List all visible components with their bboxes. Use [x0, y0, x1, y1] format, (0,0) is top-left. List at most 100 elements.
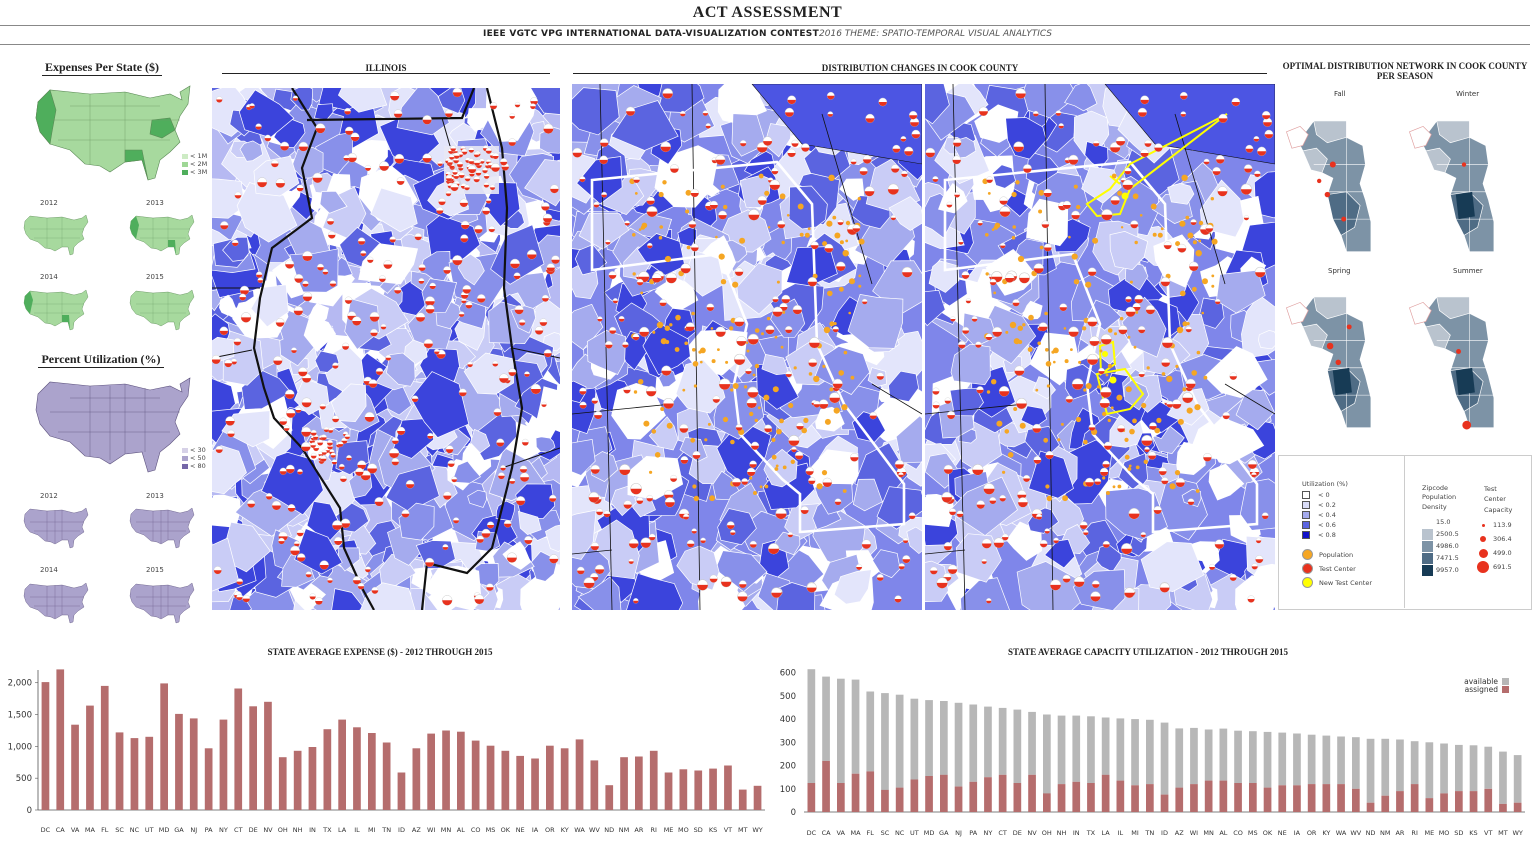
bar-available-WI[interactable]	[1190, 727, 1198, 785]
bar-assigned-NV[interactable]	[1028, 774, 1036, 812]
bar-available-WV[interactable]	[1352, 737, 1360, 789]
bar-assigned-DC[interactable]	[807, 783, 816, 812]
bar-available-NH[interactable]	[1057, 715, 1066, 785]
bar-assigned-AL[interactable]	[1219, 780, 1228, 812]
bar-assigned-FL[interactable]	[866, 771, 875, 812]
bar-assigned-NC[interactable]	[895, 787, 904, 812]
bar-assigned-NM[interactable]	[1381, 795, 1390, 812]
utilization-map-2013[interactable]	[128, 505, 198, 551]
bar-available-UT[interactable]	[910, 698, 919, 780]
bar-assigned-AR[interactable]	[1396, 791, 1404, 812]
bar-WA[interactable]	[575, 739, 584, 810]
bar-WI[interactable]	[427, 733, 435, 810]
bar-assigned-IL[interactable]	[1116, 780, 1125, 812]
bar-assigned-IN[interactable]	[1072, 781, 1081, 812]
bar-NE[interactable]	[516, 755, 524, 810]
bar-available-NE[interactable]	[1278, 732, 1287, 786]
bar-available-SD[interactable]	[1455, 744, 1463, 792]
bar-OH[interactable]	[278, 757, 287, 810]
bar-available-IL[interactable]	[1116, 718, 1125, 781]
bar-assigned-ND[interactable]	[1366, 802, 1375, 812]
utilization-map-2014[interactable]	[22, 580, 92, 626]
bar-assigned-MS[interactable]	[1249, 783, 1257, 812]
bar-available-NY[interactable]	[984, 706, 992, 778]
bar-VA[interactable]	[71, 724, 79, 810]
bar-DC[interactable]	[41, 682, 50, 810]
bar-available-WA[interactable]	[1337, 736, 1345, 785]
bar-assigned-TX[interactable]	[1087, 783, 1095, 812]
bar-available-SC[interactable]	[881, 693, 889, 790]
bar-assigned-MI[interactable]	[1131, 785, 1139, 812]
bar-PA[interactable]	[204, 748, 213, 810]
bar-assigned-MA[interactable]	[851, 773, 860, 812]
bar-available-GA[interactable]	[940, 701, 948, 775]
bar-assigned-RI[interactable]	[1410, 784, 1419, 812]
bar-assigned-UT[interactable]	[910, 779, 919, 813]
bar-available-CA[interactable]	[822, 676, 830, 761]
bar-available-NJ[interactable]	[954, 702, 963, 787]
bar-available-IA[interactable]	[1293, 733, 1301, 786]
bar-available-MA[interactable]	[851, 679, 860, 774]
bar-available-KY[interactable]	[1322, 735, 1331, 785]
bar-assigned-CT[interactable]	[998, 774, 1007, 812]
bar-KY[interactable]	[560, 748, 569, 810]
bar-available-VA[interactable]	[837, 678, 845, 783]
bar-assigned-MT[interactable]	[1499, 803, 1507, 812]
bar-available-OH[interactable]	[1043, 714, 1051, 794]
bar-MI[interactable]	[368, 733, 376, 810]
bar-assigned-VT[interactable]	[1484, 788, 1493, 812]
bar-OR[interactable]	[546, 745, 554, 810]
bar-MN[interactable]	[442, 730, 450, 811]
bar-SC[interactable]	[115, 732, 124, 810]
bar-WV[interactable]	[590, 760, 599, 810]
bar-available-VT[interactable]	[1484, 746, 1493, 789]
bar-assigned-WV[interactable]	[1352, 788, 1360, 812]
bar-MO[interactable]	[679, 769, 688, 810]
bar-assigned-MN[interactable]	[1204, 780, 1213, 812]
season-map-winter[interactable]	[1405, 110, 1523, 260]
bar-WY[interactable]	[753, 785, 762, 810]
illinois-voronoi-map[interactable]	[212, 88, 560, 610]
bar-available-DC[interactable]	[807, 669, 816, 783]
season-map-fall[interactable]	[1282, 110, 1400, 260]
expenses-map-2012[interactable]	[22, 212, 92, 258]
bar-available-MN[interactable]	[1204, 729, 1213, 781]
bar-assigned-VA[interactable]	[837, 783, 845, 812]
bar-assigned-WI[interactable]	[1190, 784, 1198, 812]
bar-available-DE[interactable]	[1013, 709, 1022, 783]
bar-assigned-OH[interactable]	[1043, 793, 1051, 812]
utilization-map-main[interactable]	[30, 372, 210, 482]
bar-LA[interactable]	[338, 719, 346, 810]
bar-available-WY[interactable]	[1513, 755, 1522, 803]
bar-NH[interactable]	[293, 750, 302, 810]
bar-available-NM[interactable]	[1381, 738, 1390, 796]
bar-assigned-CO[interactable]	[1234, 783, 1242, 812]
bar-available-OK[interactable]	[1263, 731, 1272, 788]
bar-assigned-NE[interactable]	[1278, 785, 1287, 812]
bar-available-FL[interactable]	[866, 691, 875, 772]
bar-assigned-DE[interactable]	[1013, 783, 1022, 812]
bar-available-ME[interactable]	[1425, 742, 1434, 798]
bar-assigned-WA[interactable]	[1337, 784, 1345, 812]
expense-bar-chart[interactable]: 0 500 1,000 1,500 2,000 DC CA VA MA FL SC NC UT MD GA N…	[0, 660, 770, 860]
bar-available-IN[interactable]	[1072, 715, 1081, 782]
bar-available-MT[interactable]	[1499, 751, 1507, 804]
season-map-spring[interactable]	[1282, 286, 1400, 436]
bar-MT[interactable]	[738, 789, 747, 810]
bar-ID[interactable]	[397, 772, 406, 811]
bar-available-MO[interactable]	[1440, 743, 1448, 794]
bar-IA[interactable]	[531, 758, 539, 811]
bar-assigned-IA[interactable]	[1293, 785, 1301, 812]
bar-NY[interactable]	[219, 719, 228, 810]
bar-IL[interactable]	[353, 727, 361, 810]
bar-assigned-OK[interactable]	[1263, 787, 1272, 812]
expenses-map-2014[interactable]	[22, 287, 92, 333]
bar-RI[interactable]	[649, 750, 658, 810]
bar-NM[interactable]	[620, 757, 628, 810]
bar-assigned-ME[interactable]	[1425, 798, 1434, 812]
bar-assigned-MO[interactable]	[1440, 793, 1448, 812]
bar-assigned-NY[interactable]	[984, 777, 992, 812]
bar-NJ[interactable]	[189, 718, 198, 810]
bar-assigned-PA[interactable]	[969, 781, 978, 812]
bar-available-KS[interactable]	[1469, 745, 1478, 792]
